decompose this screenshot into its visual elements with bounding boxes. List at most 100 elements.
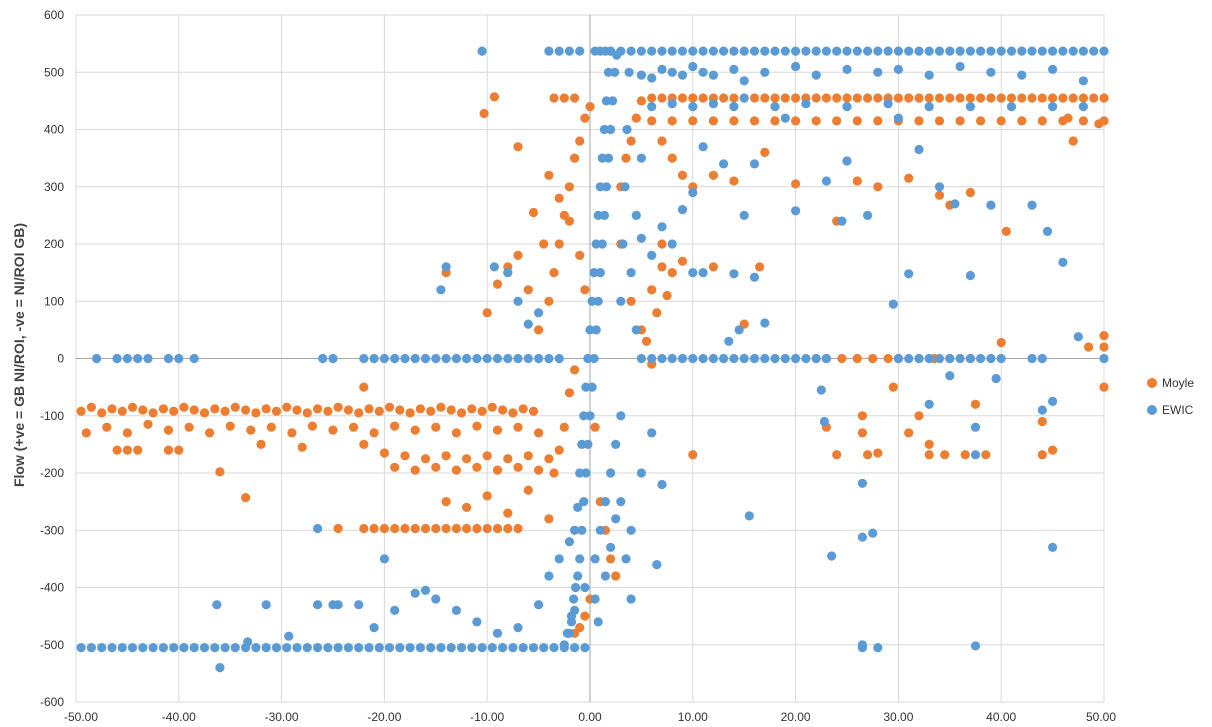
data-point — [158, 404, 168, 414]
data-point — [698, 142, 708, 152]
data-point — [426, 643, 436, 653]
data-point — [564, 46, 575, 56]
data-point — [688, 102, 698, 112]
data-point — [102, 422, 112, 432]
data-point — [857, 478, 868, 488]
data-point — [770, 116, 780, 126]
data-point — [179, 402, 189, 412]
data-point — [523, 451, 533, 461]
data-point — [451, 605, 461, 616]
data-point — [770, 102, 780, 112]
data-point — [626, 136, 636, 146]
data-point — [618, 239, 628, 249]
data-point — [230, 402, 240, 412]
data-point — [1006, 102, 1017, 112]
data-point — [395, 643, 405, 653]
data-point — [92, 353, 102, 364]
data-point — [832, 46, 842, 56]
x-tick-label: 30.00 — [883, 710, 913, 724]
data-point — [148, 643, 158, 653]
data-point — [256, 439, 266, 449]
data-point — [1037, 416, 1047, 427]
data-point — [852, 353, 862, 364]
data-point — [379, 554, 389, 564]
data-point — [688, 46, 698, 56]
data-point — [924, 46, 934, 56]
data-point — [513, 523, 523, 534]
data-point — [369, 623, 379, 633]
data-point — [591, 325, 601, 335]
data-point — [210, 404, 220, 414]
data-point — [492, 465, 503, 475]
data-point — [436, 285, 446, 295]
data-point — [549, 643, 559, 653]
data-point — [441, 353, 451, 364]
data-point — [739, 210, 749, 220]
data-point — [302, 643, 312, 653]
data-point — [647, 285, 657, 295]
data-point — [489, 262, 499, 272]
data-point — [86, 643, 96, 653]
data-point — [472, 421, 482, 431]
legend: Moyle EWIC — [1147, 376, 1194, 417]
data-point — [606, 124, 616, 135]
data-point — [904, 269, 914, 279]
data-point — [359, 439, 369, 449]
data-point — [914, 116, 924, 126]
x-axis-tick-labels: -50.00 -40.00 -30.00 -20.00 -10.00 0.00 10.00 2… — [64, 710, 1116, 724]
data-point — [760, 67, 770, 77]
data-point — [606, 468, 616, 478]
x-tick-label: 10.00 — [678, 710, 708, 724]
data-point — [328, 425, 338, 435]
data-point — [390, 462, 400, 472]
data-point — [647, 116, 657, 126]
data-point — [410, 588, 420, 598]
data-point — [441, 523, 451, 534]
data-point — [708, 170, 719, 180]
data-point — [873, 182, 883, 192]
data-point — [462, 523, 472, 534]
data-point — [559, 640, 569, 650]
x-tick-label: 20.00 — [781, 710, 811, 724]
data-point — [616, 497, 626, 507]
data-point — [914, 46, 924, 56]
data-point — [770, 93, 780, 103]
data-point — [559, 93, 569, 103]
data-point — [513, 142, 523, 152]
data-point — [970, 450, 981, 460]
data-point — [719, 353, 729, 364]
data-point — [467, 643, 477, 653]
data-point — [647, 353, 657, 364]
data-point — [893, 93, 904, 103]
data-point — [626, 268, 636, 278]
data-point — [868, 528, 878, 538]
data-point — [819, 416, 830, 427]
data-point — [667, 153, 677, 163]
data-point — [282, 402, 292, 412]
data-point — [934, 182, 945, 192]
data-point — [986, 93, 996, 103]
data-point — [852, 93, 862, 103]
data-point — [359, 523, 369, 534]
legend-marker-ewic — [1147, 405, 1157, 415]
data-point — [811, 46, 821, 56]
data-point — [251, 643, 261, 653]
legend-label-moyle: Moyle — [1162, 376, 1194, 390]
y-tick-label: -200 — [40, 466, 64, 480]
data-point — [595, 268, 605, 278]
data-point — [354, 643, 364, 653]
data-point — [955, 93, 965, 103]
data-point — [539, 643, 549, 653]
data-point — [81, 428, 91, 438]
data-point — [503, 268, 513, 278]
data-point — [261, 404, 271, 414]
data-point — [271, 643, 282, 653]
data-point — [107, 404, 117, 414]
data-point — [112, 353, 122, 364]
data-point — [544, 353, 554, 364]
data-point — [230, 643, 240, 653]
data-point — [456, 643, 467, 653]
data-point — [343, 405, 353, 415]
data-point — [590, 554, 600, 564]
data-point — [86, 402, 96, 412]
